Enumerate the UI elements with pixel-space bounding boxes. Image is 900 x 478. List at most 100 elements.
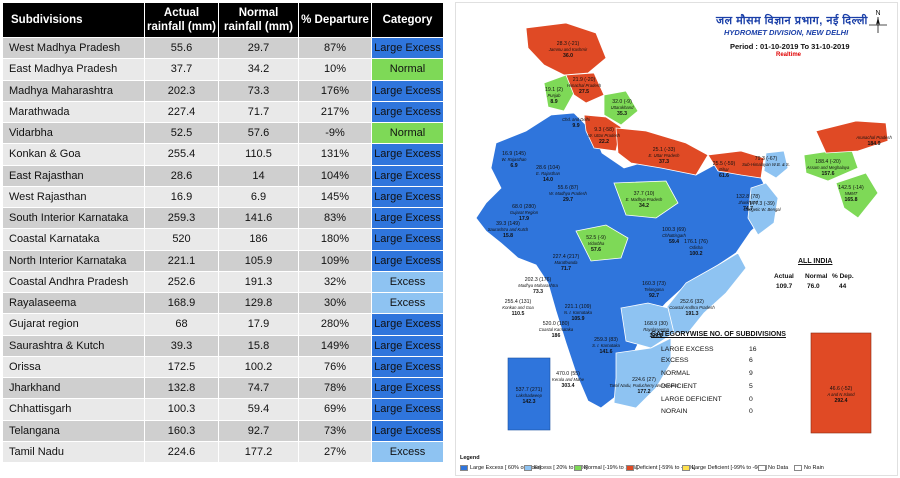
table-row[interactable]: East Madhya Pradesh 37.7 34.2 10% Normal bbox=[2, 58, 444, 81]
cell-subdivision: East Madhya Pradesh bbox=[2, 58, 145, 81]
cell-normal: 129.8 bbox=[218, 291, 299, 315]
region-label-line1: 100.3 (69) bbox=[662, 227, 686, 233]
cell-subdivision: Telangana bbox=[2, 419, 145, 442]
table-row[interactable]: Tamil Nadu 224.6 177.2 27% Excess bbox=[2, 440, 444, 464]
map-hindi-title: जल मौसम विज्ञान प्रभाग, नई दिल्ली bbox=[716, 15, 868, 27]
region-label-line3: 36.0 bbox=[563, 53, 573, 59]
cell-normal: 29.7 bbox=[218, 36, 299, 60]
region-arunachal[interactable] bbox=[815, 120, 889, 154]
cell-category: Large Excess bbox=[371, 100, 444, 124]
region-label-line1: 25.5 (-59) bbox=[713, 161, 736, 167]
cell-departure: -9% bbox=[298, 121, 372, 145]
category-label: LARGE EXCESS bbox=[661, 346, 714, 353]
region-label-line2: Marathwada bbox=[554, 260, 578, 265]
table-row[interactable]: Vidarbha 52.5 57.6 -9% Normal bbox=[2, 121, 444, 145]
table-row[interactable]: Telangana 160.3 92.7 73% Large Excess bbox=[2, 419, 444, 442]
region-rayalaseema[interactable] bbox=[620, 302, 675, 349]
cell-category: Large Excess bbox=[371, 79, 444, 102]
cell-normal: 73.3 bbox=[218, 79, 299, 102]
cell-departure: 131% bbox=[298, 143, 372, 166]
region-uttarakhand[interactable] bbox=[603, 90, 639, 126]
region-andaman-nicobar[interactable] bbox=[810, 332, 872, 434]
region-label-line2: Assam and Meghalaya bbox=[806, 165, 850, 170]
table-row[interactable]: West Madhya Pradesh 55.6 29.7 87% Large Exce… bbox=[2, 36, 444, 60]
cell-departure: 217% bbox=[298, 100, 372, 124]
cell-subdivision: West Rajasthan bbox=[2, 185, 145, 209]
table-row[interactable]: Madhya Maharashtra 202.3 73.3 176% Large Exc… bbox=[2, 79, 444, 102]
region-east-mp[interactable] bbox=[613, 180, 679, 219]
legend-label: Excess [ 20% to 59%] bbox=[534, 465, 588, 471]
region-punjab[interactable] bbox=[543, 74, 575, 112]
region-label-line2: Gujarat Region bbox=[510, 210, 539, 215]
region-south-west-blue[interactable] bbox=[475, 112, 772, 409]
cell-normal: 186 bbox=[218, 228, 299, 251]
legend-label: No Rain bbox=[804, 465, 824, 471]
region-label-line2: Gangetic W. Bengal bbox=[743, 207, 781, 212]
map-period: Period : 01-10-2019 To 31-10-2019 bbox=[730, 42, 850, 51]
table-row[interactable]: West Rajasthan 16.9 6.9 145% Large Excess bbox=[2, 185, 444, 209]
col-header-actual[interactable]: Actual rainfall (mm) bbox=[144, 2, 219, 38]
col-header-normal[interactable]: Normal rainfall (mm) bbox=[218, 2, 299, 38]
table-row[interactable]: South Interior Karnataka 259.3 141.6 83% Lar… bbox=[2, 206, 444, 230]
region-label-line3: 303.4 bbox=[562, 383, 575, 389]
region-label-line1: 28.6 (104) bbox=[536, 165, 560, 171]
table-row[interactable]: Orissa 172.5 100.2 76% Large Excess bbox=[2, 355, 444, 379]
table-row[interactable]: Rayalaseema 168.9 129.8 30% Excess bbox=[2, 291, 444, 315]
table-row[interactable]: Chhattisgarh 100.3 59.4 69% Large Excess bbox=[2, 398, 444, 421]
cell-subdivision: Orissa bbox=[2, 355, 145, 379]
all-india-normal: 76.0 bbox=[807, 283, 820, 290]
cell-subdivision: Vidarbha bbox=[2, 121, 145, 145]
region-label-line3: 15.8 bbox=[503, 233, 513, 239]
cell-category: Large Excess bbox=[371, 185, 444, 209]
cell-departure: 78% bbox=[298, 376, 372, 400]
region-label-line2: Bihar bbox=[719, 167, 729, 172]
table-row[interactable]: Saurashtra & Kutch 39.3 15.8 149% Large Exce… bbox=[2, 334, 444, 357]
north-label: N bbox=[875, 10, 880, 17]
region-vidarbha[interactable] bbox=[575, 224, 629, 262]
col-header-departure[interactable]: % Departure bbox=[298, 2, 372, 38]
all-india-actual: 109.7 bbox=[776, 283, 793, 290]
cell-category: Normal bbox=[371, 121, 444, 145]
legend-label: Large Deficient [-99% to -60%] bbox=[692, 465, 767, 471]
region-bihar[interactable] bbox=[707, 150, 765, 179]
table-row[interactable]: Coastal Andhra Pradesh 252.6 191.3 32% Exces… bbox=[2, 270, 444, 294]
region-west-up[interactable] bbox=[583, 114, 622, 152]
region-gangetic-wb[interactable] bbox=[747, 182, 779, 236]
region-label-line2: Lakshadweep bbox=[516, 393, 543, 398]
region-nmmt[interactable] bbox=[835, 172, 879, 219]
region-label: 177.3 (-39)Gangetic W. Bengal bbox=[743, 201, 781, 212]
col-header-subdivisions[interactable]: Subdivisions bbox=[2, 2, 145, 38]
cell-category: Large Excess bbox=[371, 249, 444, 272]
table-row[interactable]: Konkan & Goa 255.4 110.5 131% Large Excess bbox=[2, 143, 444, 166]
region-himachal[interactable] bbox=[565, 72, 605, 104]
table-row[interactable]: Marathwada 227.4 71.7 217% Large Excess bbox=[2, 100, 444, 124]
region-subhimalayan-wb[interactable] bbox=[763, 150, 789, 179]
table-row[interactable]: North Interior Karnataka 221.1 105.9 109% La… bbox=[2, 249, 444, 272]
cell-normal: 74.7 bbox=[218, 376, 299, 400]
cell-category: Excess bbox=[371, 291, 444, 315]
region-jammu-kashmir[interactable] bbox=[525, 22, 607, 76]
col-header-category[interactable]: Category bbox=[371, 2, 444, 38]
table-row[interactable]: Jharkhand 132.8 74.7 78% Large Excess bbox=[2, 376, 444, 400]
table-row[interactable]: East Rajasthan 28.6 14 104% Large Excess bbox=[2, 164, 444, 187]
cell-category: Excess bbox=[371, 270, 444, 294]
category-count: 16 bbox=[749, 346, 757, 353]
table-row[interactable]: Coastal Karnataka 520 186 180% Large Excess bbox=[2, 228, 444, 251]
region-label-line2: Himachal Pradesh bbox=[567, 83, 602, 88]
cell-normal: 6.9 bbox=[218, 185, 299, 209]
region-east-up[interactable] bbox=[615, 127, 709, 176]
table-row[interactable]: Gujarat region 68 17.9 280% Large Excess bbox=[2, 313, 444, 336]
cell-normal: 34.2 bbox=[218, 58, 299, 81]
region-tamil-nadu[interactable] bbox=[613, 337, 672, 409]
cell-departure: 30% bbox=[298, 291, 372, 315]
region-lakshadweep[interactable] bbox=[507, 357, 551, 431]
region-label-line2: Arunachal Pradesh bbox=[855, 135, 892, 140]
region-label-line1: 21.9 (-20) bbox=[573, 77, 596, 83]
region-label-line3: 100.2 bbox=[690, 251, 703, 257]
category-count: 0 bbox=[749, 396, 753, 403]
